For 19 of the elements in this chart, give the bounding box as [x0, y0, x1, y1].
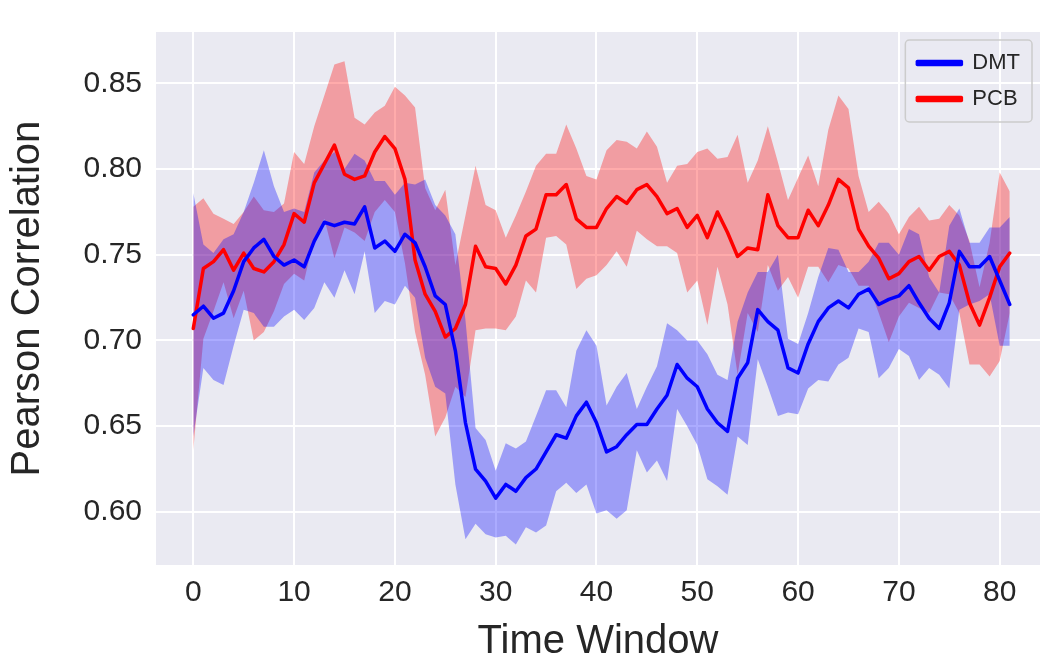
- x-tick-label: 70: [882, 574, 916, 608]
- y-tick-label: 0.75: [83, 236, 142, 270]
- legend-label: PCB: [972, 85, 1018, 111]
- x-axis-title: Time Window: [477, 617, 719, 662]
- y-tick-label: 0.70: [83, 321, 142, 355]
- x-tick-label: 40: [579, 574, 614, 608]
- x-tick-label: 30: [479, 574, 513, 608]
- x-tick-label: 10: [277, 574, 311, 608]
- y-tick-label: 0.60: [83, 493, 142, 527]
- y-tick-label: 0.80: [83, 150, 142, 184]
- x-tick-label: 0: [184, 574, 202, 608]
- x-tick-label: 50: [680, 574, 714, 608]
- x-tick-label: 80: [982, 574, 1017, 608]
- y-tick-label: 0.65: [83, 407, 142, 441]
- y-tick-label: 0.85: [83, 64, 142, 98]
- y-axis-title: Pearson Correlation: [3, 120, 48, 477]
- legend-label: DMT: [972, 49, 1020, 75]
- x-tick-label: 60: [781, 574, 815, 608]
- x-tick-label: 20: [378, 574, 412, 608]
